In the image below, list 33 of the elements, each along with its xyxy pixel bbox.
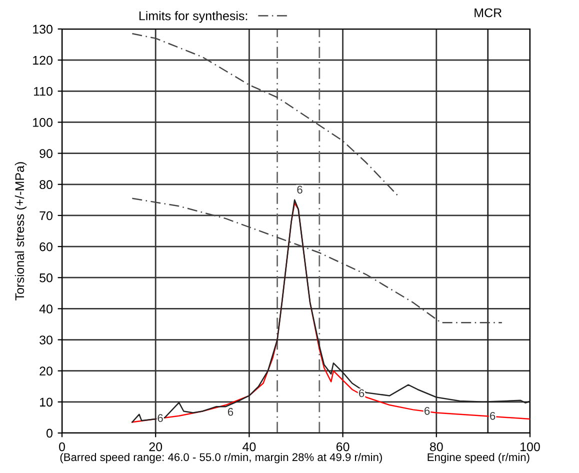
annotation: 6 <box>424 406 430 415</box>
ref-line-label: MCR <box>474 8 502 18</box>
annotation: 6 <box>158 414 163 422</box>
annotation: 6 <box>297 186 302 194</box>
y-tick-label: 10 <box>40 398 52 407</box>
y-tick-label: 20 <box>40 366 52 376</box>
y-tick-label: 0 <box>46 428 52 438</box>
y-tick-label: 110 <box>34 86 52 96</box>
x-axis-title: Engine speed (r/min) <box>428 452 530 464</box>
line-series <box>132 198 503 324</box>
line-series <box>132 33 400 198</box>
y-tick-label: 130 <box>33 24 52 34</box>
y-tick-label: 100 <box>33 118 52 127</box>
annotation: 6 <box>490 412 496 420</box>
x-tick-label: 80 <box>430 442 443 452</box>
x-tick-label: 0 <box>59 442 65 452</box>
y-tick-label: 120 <box>33 56 52 65</box>
x-tick-label: 100 <box>520 442 540 452</box>
y-tick-label: 30 <box>40 336 52 344</box>
y-tick-label: 80 <box>40 180 52 190</box>
y-tick-label: 40 <box>39 304 52 314</box>
text: (Barred speed range: 46.0 - 55.0 r/min, margin 28% at 49.9 r/min) <box>60 452 382 464</box>
legend-label: Limits for synthesis: <box>139 11 248 23</box>
x-tick-label: 40 <box>242 442 256 452</box>
y-tick-label: 90 <box>40 149 52 158</box>
annotation: 6 <box>228 408 234 416</box>
y-tick-label: 50 <box>40 273 52 282</box>
x-tick-label: 60 <box>336 442 350 452</box>
y-tick-label: 70 <box>40 211 52 220</box>
y-tick-label: 60 <box>40 242 52 252</box>
annotation: 6 <box>358 389 364 398</box>
x-tick-label: 20 <box>149 442 162 452</box>
y-axis-title: Torsional stress (+/-MPa) <box>14 162 27 300</box>
